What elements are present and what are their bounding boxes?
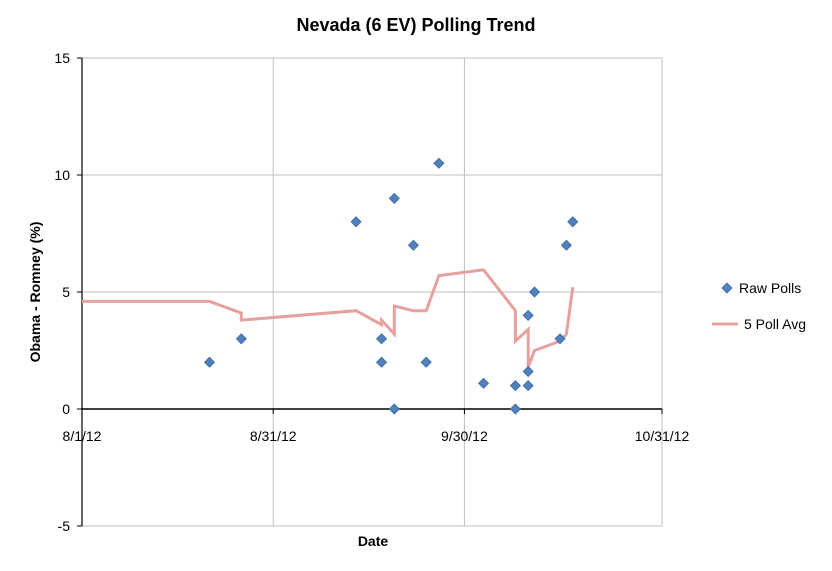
x-axis-title: Date xyxy=(358,533,389,549)
legend-marker-raw-polls xyxy=(721,282,733,294)
raw-poll-point xyxy=(203,356,216,368)
raw-poll-point xyxy=(509,380,521,392)
raw-poll-point xyxy=(350,216,362,228)
axes xyxy=(77,57,663,527)
x-tick-label: 8/31/12 xyxy=(250,428,297,444)
raw-poll-point xyxy=(388,192,400,204)
raw-poll-point xyxy=(522,365,534,378)
y-tick-label: 10 xyxy=(54,167,70,183)
y-axis-title: Obama - Romney (%) xyxy=(27,222,43,363)
raw-poll-point xyxy=(477,377,490,389)
raw-poll-point xyxy=(567,216,579,228)
raw-poll-point xyxy=(407,239,419,251)
raw-poll-point xyxy=(375,333,388,345)
legend-label-5-poll-avg: 5 Poll Avg xyxy=(744,316,806,332)
gridlines xyxy=(82,57,663,527)
y-tick-label: 0 xyxy=(62,401,70,417)
raw-poll-point xyxy=(528,286,541,298)
five-poll-average-line xyxy=(82,268,575,368)
y-tick-label: 15 xyxy=(54,50,70,66)
raw-poll-point xyxy=(375,356,388,368)
x-tick-label: 8/1/12 xyxy=(63,428,102,444)
raw-poll-point xyxy=(522,309,534,321)
y-tick-label: 5 xyxy=(62,284,70,300)
y-tick-label: -5 xyxy=(58,518,71,534)
x-tick-label: 9/30/12 xyxy=(441,428,488,444)
raw-poll-point xyxy=(235,333,247,345)
raw-poll-point xyxy=(522,380,534,392)
raw-poll-points xyxy=(203,157,579,415)
raw-poll-point xyxy=(554,333,566,345)
legend-label-raw-polls: Raw Polls xyxy=(739,280,801,296)
raw-poll-point xyxy=(509,403,521,415)
x-tick-labels: 8/1/12 8/31/12 9/30/12 10/31/12 xyxy=(63,428,690,444)
raw-poll-point xyxy=(388,403,400,415)
chart-title: Nevada (6 EV) Polling Trend xyxy=(296,15,535,35)
y-tick-labels: -5 0 5 10 15 xyxy=(54,50,70,534)
legend: Raw Polls 5 Poll Avg xyxy=(712,280,806,332)
raw-poll-point xyxy=(560,239,572,251)
raw-poll-point xyxy=(433,157,445,169)
average-line-layer xyxy=(82,268,575,368)
x-tick-label: 10/31/12 xyxy=(635,428,690,444)
raw-poll-point xyxy=(420,356,432,368)
